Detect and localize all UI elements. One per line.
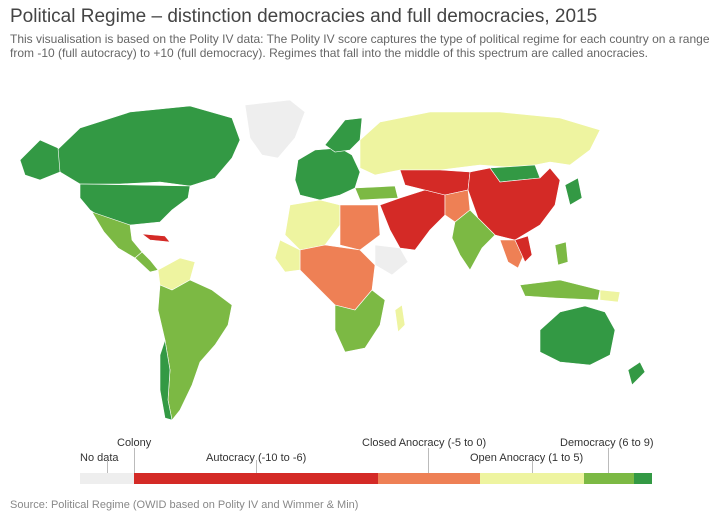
region-southern-africa[interactable] (334, 289, 386, 353)
legend-swatch-full-democracy (634, 473, 652, 484)
region-central-asia[interactable] (399, 169, 471, 196)
region-turkey[interactable] (354, 185, 399, 201)
region-india[interactable] (451, 209, 496, 271)
legend-swatch-democracy (584, 473, 634, 484)
source-note: Source: Political Regime (OWID based on … (10, 499, 359, 511)
region-png[interactable] (599, 289, 621, 303)
region-russia[interactable] (359, 111, 601, 176)
region-scandinavia[interactable] (324, 117, 363, 153)
region-new-zealand[interactable] (627, 361, 646, 386)
legend-tick-nodata (107, 460, 108, 473)
region-alaska[interactable] (19, 139, 61, 181)
chart-subtitle: This visualisation is based on the Polit… (10, 32, 710, 60)
region-madagascar[interactable] (394, 304, 406, 333)
region-central-america[interactable] (134, 251, 159, 273)
region-south-america[interactable] (157, 279, 233, 421)
region-egypt-libya[interactable] (339, 204, 381, 251)
legend-nodata-label: No data (80, 452, 119, 464)
legend-swatch-closed-anocracy (378, 473, 480, 484)
legend-swatch-nodata (80, 473, 134, 484)
legend-swatch-open-anocracy (480, 473, 584, 484)
region-vietnam[interactable] (514, 235, 533, 263)
region-cuba[interactable] (140, 233, 171, 243)
legend-tick-open-anocracy (532, 460, 533, 473)
region-north-africa[interactable] (284, 199, 341, 251)
region-chile[interactable] (159, 339, 173, 421)
region-west-africa[interactable] (274, 239, 301, 273)
region-middle-east[interactable] (379, 189, 446, 251)
legend-open-anocracy-label: Open Anocracy (1 to 5) (470, 452, 584, 464)
region-canada[interactable] (54, 105, 241, 187)
legend-tick-closed-anocracy (428, 448, 429, 473)
region-japan[interactable] (564, 177, 583, 206)
region-europe[interactable] (294, 147, 361, 201)
legend-colony-label: Colony (117, 437, 152, 449)
region-australia[interactable] (539, 305, 616, 366)
region-usa[interactable] (79, 183, 191, 226)
legend-tick-colony (134, 448, 135, 473)
legend-closed-anocracy-label: Closed Anocracy (-5 to 0) (362, 437, 487, 449)
region-horn-of-africa[interactable] (374, 244, 409, 276)
world-map (19, 99, 646, 421)
legend-democracy-label: Democracy (6 to 9) (560, 437, 654, 449)
legend-swatch-autocracy (134, 473, 378, 484)
chart-title: Political Regime – distinction democraci… (10, 6, 598, 27)
legend-tick-autocracy (256, 460, 257, 473)
legend-autocracy-label: Autocracy (-10 to -6) (206, 452, 307, 464)
region-indonesia[interactable] (519, 279, 601, 301)
region-philippines[interactable] (554, 241, 569, 266)
legend-tick-democracy (608, 448, 609, 473)
region-greenland[interactable] (244, 99, 306, 159)
